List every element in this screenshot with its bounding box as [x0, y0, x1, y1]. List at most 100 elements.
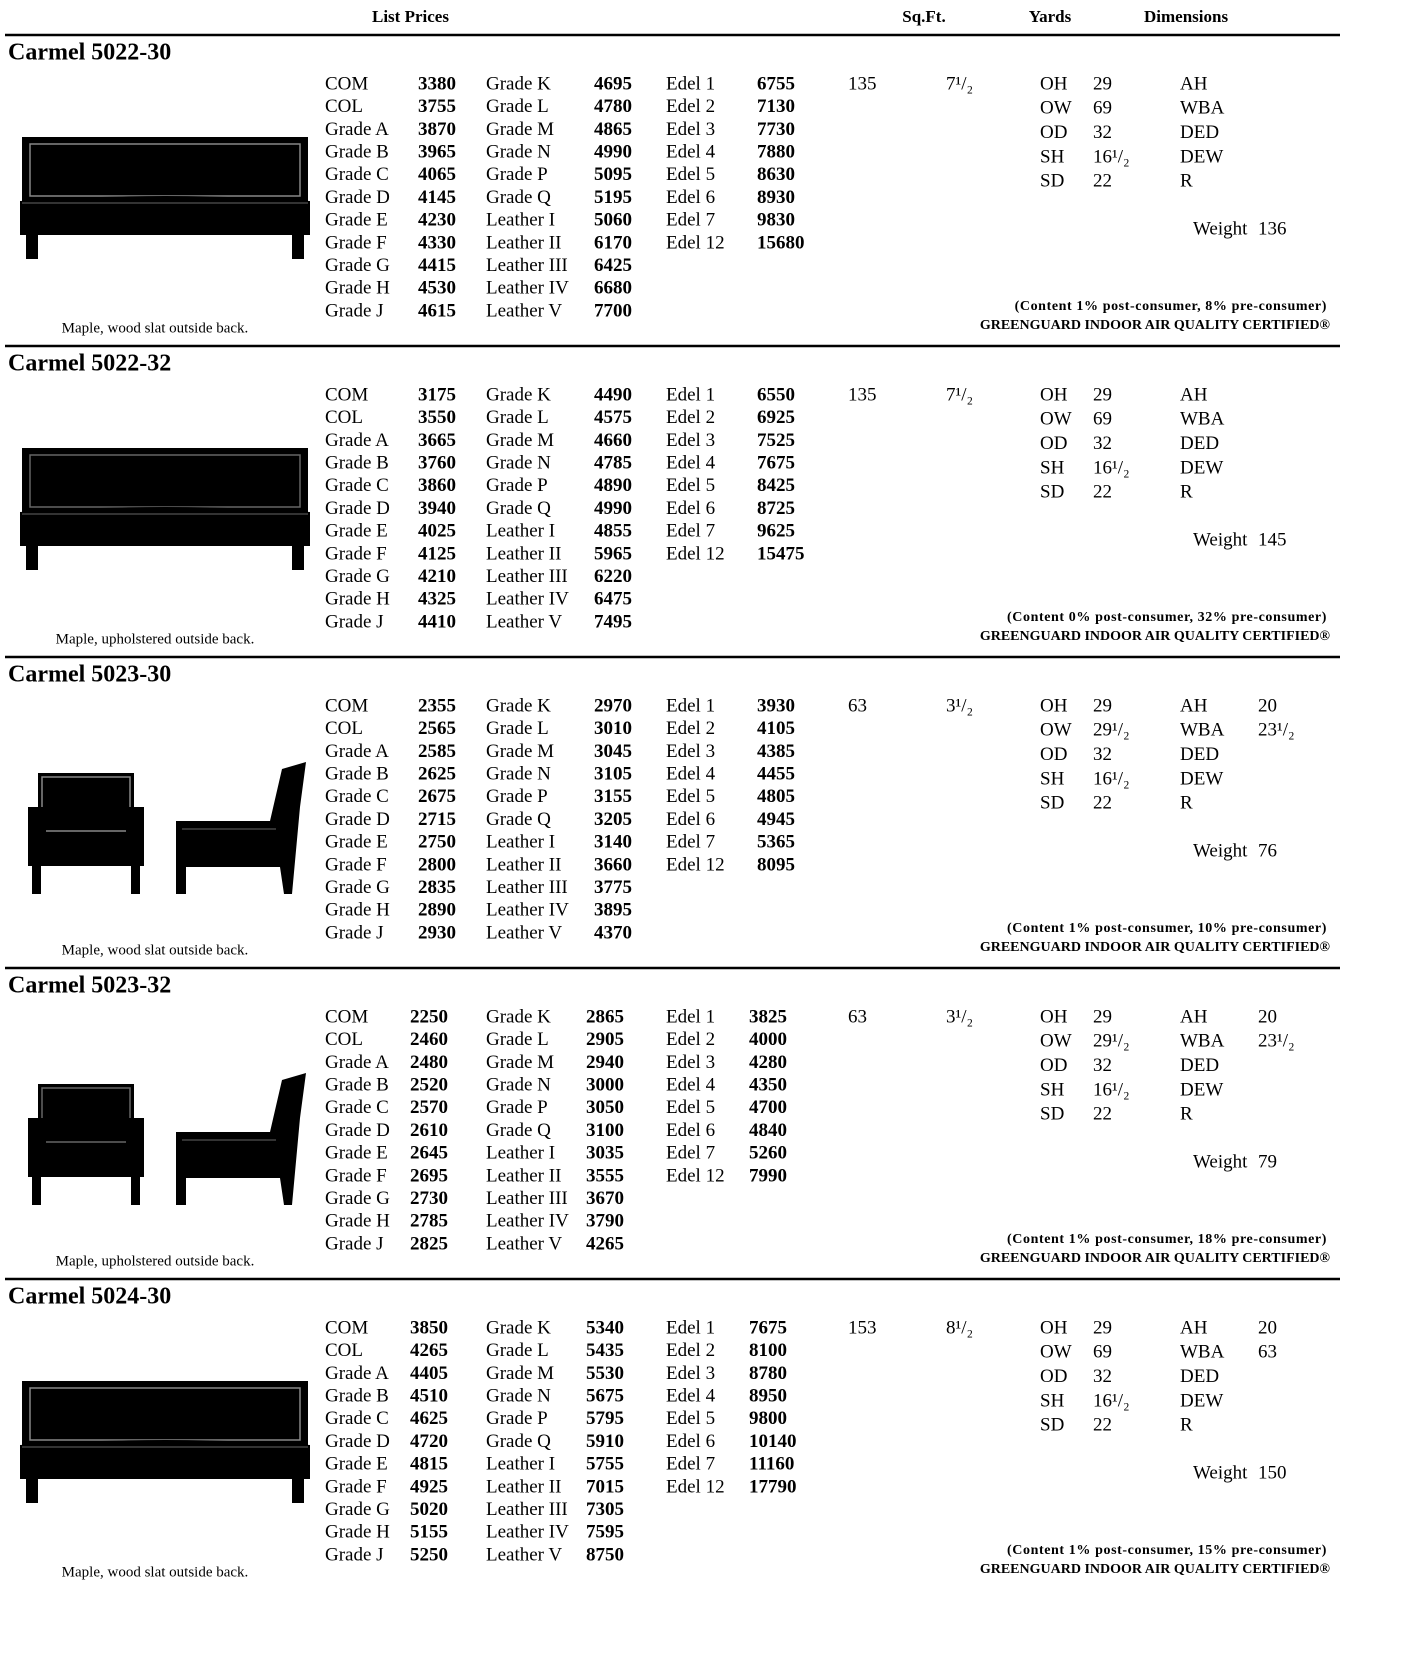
certification: GREENGUARD INDOOR AIR QUALITY CERTIFIED® — [980, 940, 1331, 955]
price: 2730 — [410, 1188, 448, 1209]
price: 5365 — [757, 832, 795, 853]
price: 8095 — [757, 854, 795, 875]
price: 2930 — [418, 922, 456, 943]
dimension-label: DED — [1180, 122, 1219, 143]
grade-label: Leather II — [486, 1165, 561, 1186]
yards: 7¹/₂ — [946, 73, 973, 94]
grade-label: Edel 5 — [666, 786, 715, 807]
price: 9830 — [757, 210, 795, 231]
price: 2750 — [418, 832, 456, 853]
grade-label: Edel 12 — [666, 854, 725, 875]
weight-value: 145 — [1258, 529, 1287, 550]
price: 3000 — [586, 1074, 624, 1095]
chair-front-seat — [28, 832, 144, 866]
price: 7595 — [586, 1522, 624, 1543]
price: 4510 — [410, 1385, 448, 1406]
grade-label: Edel 7 — [666, 210, 715, 231]
price: 4325 — [418, 589, 456, 610]
grade-label: Edel 5 — [666, 1408, 715, 1429]
price: 4785 — [594, 452, 632, 473]
price: 3860 — [418, 475, 456, 496]
product-title: Carmel 5024-30 — [8, 1284, 171, 1310]
weight-value: 79 — [1258, 1151, 1277, 1172]
grade-label: Edel 6 — [666, 187, 715, 208]
grade-label: Grade Q — [486, 498, 551, 519]
sofa-illustration — [20, 137, 310, 259]
price: 3670 — [586, 1188, 624, 1209]
dimension-value: 16¹/₂ — [1093, 1390, 1130, 1411]
sofa-leg — [292, 235, 304, 259]
chair-front-back — [38, 1084, 134, 1146]
price: 2565 — [418, 718, 456, 739]
dimension-label: WBA — [1180, 1342, 1225, 1363]
dimension-value: 20 — [1258, 1006, 1277, 1027]
grade-label: Grade C — [325, 1408, 389, 1429]
grade-label: Grade A — [325, 1052, 389, 1073]
grade-label: Grade J — [325, 611, 384, 632]
grade-label: Grade E — [325, 521, 388, 542]
dimension-value: 69 — [1093, 98, 1112, 119]
grade-label: Grade H — [325, 1522, 390, 1543]
price: 4660 — [594, 430, 632, 451]
dimension-value: 32 — [1093, 744, 1112, 765]
grade-label: Grade M — [486, 430, 554, 451]
grade-label: Grade F — [325, 1476, 387, 1497]
content-note: (Content 1% post-consumer, 18% pre-consu… — [1007, 1232, 1327, 1247]
dimension-label: OD — [1040, 433, 1067, 454]
grade-label: Grade J — [325, 1233, 384, 1254]
chair-side — [176, 1073, 306, 1205]
dimension-label: SH — [1040, 1390, 1065, 1411]
grade-label: Grade P — [486, 475, 548, 496]
price: 2460 — [410, 1029, 448, 1050]
dimension-label: WBA — [1180, 409, 1225, 430]
dimension-label: OH — [1040, 695, 1068, 716]
grade-label: Edel 2 — [666, 1340, 715, 1361]
price: 8725 — [757, 498, 795, 519]
sqft: 135 — [848, 73, 877, 94]
price: 3760 — [418, 452, 456, 473]
grade-label: Grade D — [325, 1431, 390, 1452]
price: 2250 — [410, 1006, 448, 1027]
grade-label: Leather V — [486, 922, 562, 943]
grade-label: Grade A — [325, 430, 389, 451]
chair-front-back — [38, 773, 134, 835]
price: 4145 — [418, 187, 456, 208]
dimension-label: AH — [1180, 384, 1208, 405]
price: 5530 — [586, 1363, 624, 1384]
dimension-label: SD — [1040, 1415, 1064, 1436]
dimension-label: SH — [1040, 768, 1065, 789]
grade-label: COM — [325, 1006, 368, 1027]
dimension-value: 29¹/₂ — [1093, 720, 1130, 741]
dimension-label: OW — [1040, 1031, 1072, 1052]
price: 4575 — [594, 407, 632, 428]
grade-label: Grade L — [486, 718, 549, 739]
grade-label: Leather IV — [486, 278, 569, 299]
weight-label: Weight — [1193, 1151, 1248, 1172]
price: 5260 — [749, 1143, 787, 1164]
sofa-leg — [26, 1479, 38, 1503]
price: 5060 — [594, 210, 632, 231]
grade-label: Grade E — [325, 210, 388, 231]
grade-label: Leather II — [486, 854, 561, 875]
dimension-value: 22 — [1093, 1415, 1112, 1436]
grade-label: COL — [325, 1029, 363, 1050]
dimension-value: 16¹/₂ — [1093, 768, 1130, 789]
sofa-back — [22, 448, 308, 512]
grade-label: Grade Q — [486, 809, 551, 830]
price: 2355 — [418, 695, 456, 716]
grade-label: Grade L — [486, 1340, 549, 1361]
grade-label: Edel 12 — [666, 232, 725, 253]
price: 5155 — [410, 1522, 448, 1543]
grade-label: Grade B — [325, 1074, 389, 1095]
price: 7700 — [594, 300, 632, 321]
grade-label: Leather IV — [486, 1522, 569, 1543]
grade-label: Grade B — [325, 452, 389, 473]
dimension-value: 29 — [1093, 1317, 1112, 1338]
price: 11160 — [749, 1454, 794, 1475]
price: 7015 — [586, 1476, 624, 1497]
grade-label: Grade A — [325, 741, 389, 762]
price: 4840 — [749, 1120, 787, 1141]
dimension-label: SD — [1040, 171, 1064, 192]
grade-label: Grade G — [325, 566, 390, 587]
price: 4990 — [594, 141, 632, 162]
